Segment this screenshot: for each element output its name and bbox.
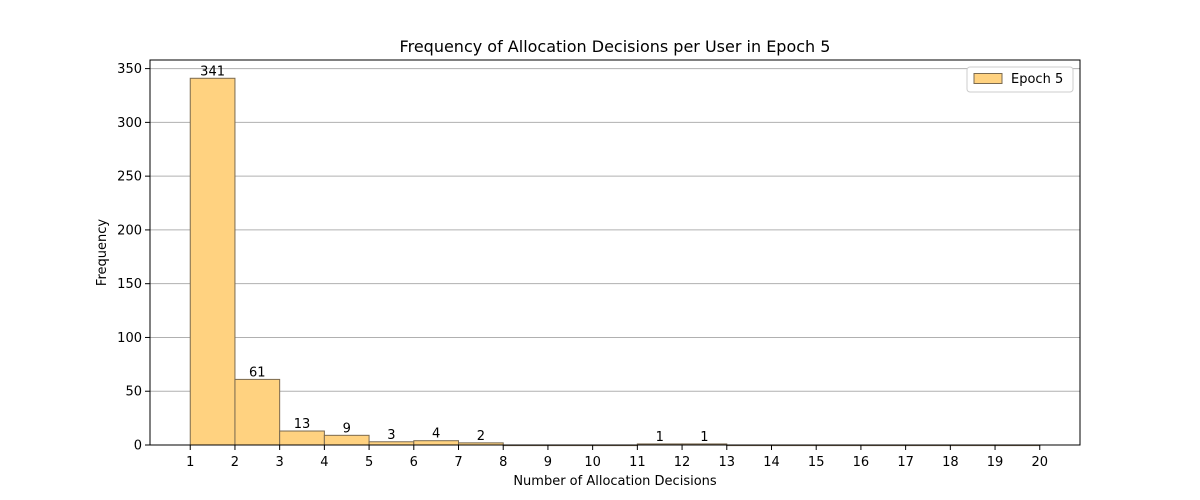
bar-value-label: 341 — [200, 64, 225, 79]
x-tick-label: 14 — [763, 455, 780, 470]
x-axis-label: Number of Allocation Decisions — [513, 474, 717, 489]
y-tick-label: 100 — [117, 331, 142, 346]
y-axis-label: Frequency — [95, 219, 110, 286]
y-tick-label: 300 — [117, 116, 142, 131]
x-tick-label: 12 — [674, 455, 691, 470]
x-tick-label: 5 — [365, 455, 373, 470]
y-tick-label: 250 — [117, 170, 142, 185]
x-tick-label: 16 — [853, 455, 870, 470]
x-tick-label: 10 — [584, 455, 601, 470]
histogram-bar — [279, 430, 325, 446]
x-tick-label: 19 — [987, 455, 1004, 470]
y-tick-label: 0 — [134, 439, 142, 454]
legend-label: Epoch 5 — [1011, 72, 1063, 87]
y-axis-ticks: 0 50 100 150 200 250 300 350 — [117, 62, 150, 454]
histogram-bar — [189, 77, 236, 446]
legend: Epoch 5 — [966, 66, 1074, 93]
x-tick-label: 8 — [499, 455, 507, 470]
x-tick-label: 3 — [276, 455, 284, 470]
x-tick-label: 20 — [1031, 455, 1048, 470]
y-tick-label: 150 — [117, 277, 142, 292]
histogram-bar — [323, 434, 370, 446]
bar-value-label: 3 — [387, 428, 395, 443]
legend-swatch — [973, 73, 1003, 84]
x-tick-label: 11 — [629, 455, 646, 470]
chart-title: Frequency of Allocation Decisions per Us… — [400, 37, 831, 56]
bars-layer — [189, 77, 1041, 447]
x-tick-label: 1 — [186, 455, 194, 470]
bar-value-label: 4 — [432, 427, 440, 442]
y-tick-label: 350 — [117, 62, 142, 77]
x-tick-label: 17 — [897, 455, 914, 470]
bar-labels-layer: 341 61 13 9 3 4 2 1 1 — [200, 64, 708, 445]
grid-layer — [150, 68, 1080, 392]
plot-frame — [149, 59, 1081, 446]
x-tick-label: 6 — [410, 455, 418, 470]
bar-value-label: 13 — [294, 417, 311, 432]
x-tick-label: 9 — [544, 455, 552, 470]
y-tick-label: 50 — [125, 385, 142, 400]
x-tick-label: 18 — [942, 455, 959, 470]
bar-value-label: 1 — [656, 430, 664, 445]
x-tick-label: 2 — [231, 455, 239, 470]
x-tick-label: 15 — [808, 455, 825, 470]
histogram-bar — [234, 378, 281, 446]
bar-value-label: 1 — [700, 430, 708, 445]
y-tick-label: 200 — [117, 223, 142, 238]
bar-value-label: 2 — [477, 429, 485, 444]
x-tick-label: 4 — [320, 455, 328, 470]
bar-value-label: 9 — [343, 421, 351, 436]
x-tick-label: 7 — [454, 455, 462, 470]
x-tick-label: 13 — [719, 455, 736, 470]
x-axis-ticks: 1 2 3 4 5 6 7 8 9 10 11 12 13 14 15 16 17 18 19 20 — [186, 445, 1048, 470]
bar-value-label: 61 — [249, 365, 266, 380]
